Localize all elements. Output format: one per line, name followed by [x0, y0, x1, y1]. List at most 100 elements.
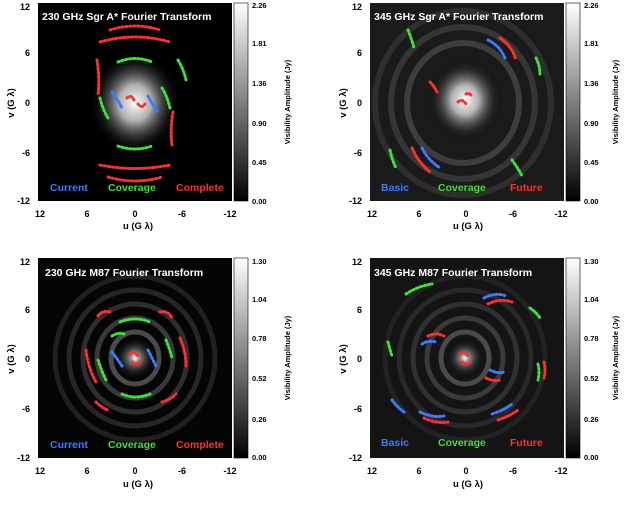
x-tick: 12: [367, 209, 377, 219]
cb-tick: 1.30: [584, 257, 599, 266]
x-tick: 12: [35, 209, 45, 219]
x-axis-label: u (G λ): [453, 479, 483, 490]
cb-tick: 0.00: [584, 453, 599, 462]
colorbar: [233, 257, 249, 459]
uv-track-red: [410, 146, 432, 174]
cb-tick: 0.26: [584, 415, 599, 424]
uv-track-blue: [482, 292, 508, 300]
y-tick: -12: [349, 196, 362, 206]
x-tick: 0: [132, 209, 137, 219]
uv-track-red: [94, 400, 110, 412]
x-tick: 6: [416, 466, 421, 476]
y-tick: 0: [357, 354, 362, 364]
uv-track-red: [96, 310, 112, 318]
colorbar: [233, 2, 249, 202]
source-glow: [89, 51, 181, 155]
y-tick: 12: [352, 257, 362, 267]
uv-track-red: [95, 58, 101, 97]
panel-title: 345 GHz Sgr A* Fourier Transform: [374, 11, 543, 23]
cb-tick: 1.30: [252, 257, 267, 266]
cb-tick: 0.00: [584, 197, 599, 206]
y-tick: -12: [349, 453, 362, 463]
uv-track-green: [96, 358, 108, 382]
y-tick: 6: [25, 48, 30, 58]
y-tick: 6: [25, 305, 30, 315]
legend-item: Future: [510, 437, 543, 449]
legend-item: Coverage: [438, 182, 486, 194]
cb-tick: 0.52: [252, 374, 267, 383]
uv-tracks: [388, 28, 542, 178]
uv-tracks: [84, 310, 188, 412]
y-tick: 6: [357, 305, 362, 315]
uv-track-red: [498, 36, 518, 62]
uv-track-red: [542, 360, 547, 380]
uv-track-green: [406, 28, 416, 50]
panel-title: 230 GHz M87 Fourier Transform: [45, 267, 203, 279]
y-tick: 12: [352, 2, 362, 12]
uv-track-red: [98, 163, 172, 170]
uv-track-green: [404, 282, 434, 296]
legend-item: Current: [50, 182, 88, 194]
x-tick: 0: [132, 466, 137, 476]
y-tick: -12: [17, 453, 30, 463]
y-tick: -12: [17, 196, 30, 206]
x-tick: -12: [223, 209, 236, 219]
uv-track-red: [160, 392, 178, 404]
uv-track-green: [176, 58, 188, 82]
x-tick: -6: [509, 209, 517, 219]
x-axis-label: u (G λ): [123, 479, 153, 490]
uv-tracks: [95, 24, 188, 183]
fringe-rings: [372, 8, 554, 198]
legend-item: Coverage: [108, 182, 156, 194]
uv-track-green: [510, 158, 524, 178]
cb-tick: 1.36: [584, 79, 599, 88]
x-tick: -12: [554, 466, 567, 476]
y-axis-label: v (G λ): [6, 344, 17, 374]
x-tick: -6: [178, 466, 186, 476]
uv-track-blue: [110, 90, 124, 110]
y-tick: 12: [20, 2, 30, 12]
uv-track-green: [116, 144, 154, 151]
y-axis-label: v (G λ): [6, 88, 17, 118]
uv-track-red: [464, 91, 474, 99]
cb-tick: 1.81: [252, 39, 267, 48]
y-tick: 0: [25, 98, 30, 108]
panel-title: 345 GHz M87 Fourier Transform: [374, 267, 532, 279]
uv-track-green: [164, 338, 174, 360]
uv-track-green: [536, 362, 541, 382]
cb-tick: 0.26: [252, 415, 267, 424]
cb-tick: 0.90: [252, 119, 267, 128]
uv-track-red: [458, 350, 470, 358]
cb-tick: 0.78: [584, 334, 599, 343]
colorbar-label: Visibility Amplitude (Jy): [611, 315, 620, 400]
y-axis-label: v (G λ): [338, 344, 349, 374]
x-axis-label: u (G λ): [453, 221, 483, 232]
y-tick: 0: [25, 354, 30, 364]
uv-track-red: [108, 24, 162, 32]
cb-tick: 0.52: [584, 374, 599, 383]
cb-tick: 0.00: [252, 197, 267, 206]
uv-track-red: [460, 360, 472, 366]
uv-track-green: [388, 148, 398, 170]
panel-title: 230 GHz Sgr A* Fourier Transform: [42, 11, 211, 23]
fringe-rings: [382, 273, 548, 443]
uv-track-green: [118, 317, 152, 324]
cb-tick: 1.04: [252, 295, 267, 304]
panel-345-sgra: 345 GHz Sgr A* Fourier Transform 2.26 1.…: [338, 1, 620, 232]
uv-track-blue: [390, 398, 406, 414]
uv-track-blue: [420, 146, 442, 170]
x-tick: 0: [463, 466, 468, 476]
uv-track-red: [106, 175, 164, 183]
uv-track-green: [116, 57, 154, 64]
y-tick: -6: [354, 404, 362, 414]
source-glow: [113, 336, 157, 380]
colorbar: [565, 2, 581, 202]
x-axis-label: u (G λ): [123, 221, 153, 232]
uv-tracks: [386, 282, 547, 424]
legend-item: Current: [50, 439, 88, 451]
x-tick: -6: [509, 466, 517, 476]
x-tick: 0: [463, 209, 468, 219]
uv-track-red: [426, 332, 446, 338]
uv-track-red: [428, 80, 439, 94]
